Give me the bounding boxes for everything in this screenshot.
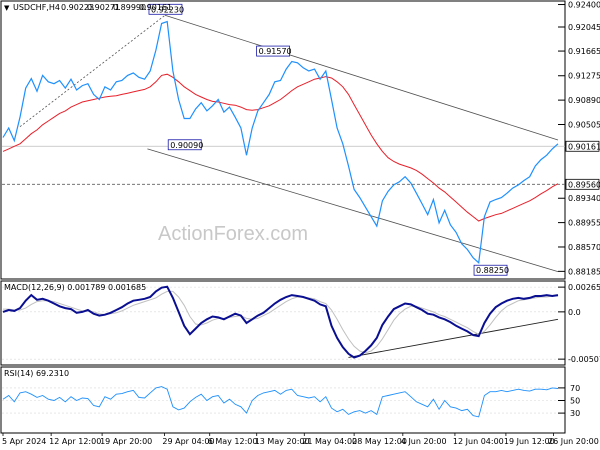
dotted-trendline-segment (19, 14, 166, 128)
x-axis-tick-label: 12 Apr 12:00 (49, 437, 101, 446)
rsi-line (2, 386, 559, 418)
price-y-tick-label: 0.90505 (568, 120, 600, 129)
macd-y-tick-label: 0.0 (568, 308, 581, 317)
macd-y-tick-label: 0.002657 (568, 283, 600, 292)
price-annotations: 0.92230 0.91570 0.90090 0.88250 (148, 3, 509, 276)
price-y-tick-label: 0.91275 (568, 72, 600, 81)
current-price-box (565, 140, 600, 152)
dropdown-arrow-icon[interactable]: ▼ (4, 4, 10, 12)
x-axis-tick-label: 12 Jun 04:00 (453, 437, 504, 446)
price-annotation-box (473, 264, 508, 276)
ohlc-low: 0.89990 (113, 3, 146, 12)
ohlc-close: 0.90161 (139, 3, 172, 12)
macd-y-axis: 0.002657 0.0 -0.005078 (558, 283, 600, 364)
price-annotation-label: 0.92230 (151, 5, 184, 14)
ohlc-open: 0.90223 (61, 3, 94, 12)
price-y-tick-label: 0.91665 (568, 47, 600, 56)
x-axis-tick-label: 5 Apr 2024 (2, 437, 46, 446)
support-price-box (565, 178, 600, 190)
rsi-series (2, 386, 559, 418)
macd-signal-line (3, 290, 558, 354)
price-y-tick-label: 0.88570 (568, 243, 600, 252)
rsi-y-tick-label: 50 (570, 397, 580, 406)
price-annotation-label: 0.91570 (259, 47, 292, 56)
price-series (2, 20, 559, 265)
price-line (2, 20, 559, 265)
price-y-axis: 0.92400 0.92045 0.91665 0.91275 0.90890 0.905… (558, 1, 600, 276)
chart-title: USDCHF,H4 (13, 3, 60, 12)
x-axis-tick-label: 6 May 12:00 (208, 437, 258, 446)
x-axis-tick-label: 21 May 04:00 (302, 437, 357, 446)
price-annotation-label: 0.90090 (170, 141, 203, 150)
macd-panel (0, 280, 566, 366)
price-annotation-box (167, 139, 202, 151)
macd-trendline (348, 318, 559, 358)
price-y-tick-label: 0.89560 (568, 180, 600, 189)
x-axis-tick-label: 28 May 12:00 (352, 437, 407, 446)
rsi-title: RSI(14) 69.2310 (4, 369, 69, 378)
x-axis-tick-label: 29 Apr 04:00 (162, 437, 214, 446)
price-y-tick-label: 0.90161 (568, 142, 600, 151)
price-y-tick-label: 0.92400 (568, 1, 600, 10)
channel-line (147, 148, 559, 273)
price-annotation-box (256, 45, 290, 57)
macd-y-tick-label: -0.005078 (568, 355, 600, 364)
rsi-y-axis: 70 50 30 (558, 384, 580, 418)
price-y-tick-label: 0.88185 (568, 267, 600, 276)
macd-trendline-segment (348, 318, 559, 358)
x-axis-tick-label: 13 May 20:00 (255, 437, 310, 446)
rsi-panel (0, 366, 566, 434)
chart-header: ▼ USDCHF,H4 0.90223 0.90271 0.89990 0.90… (4, 3, 172, 12)
x-axis-tick-label: 26 Jun 20:00 (548, 437, 599, 446)
x-axis-tick-label: 19 Jun 12:00 (504, 437, 555, 446)
x-axis-tick-label: 4 Jun 20:00 (401, 437, 447, 446)
ohlc-high: 0.90271 (87, 3, 120, 12)
channel-line (164, 14, 559, 141)
price-y-tick-label: 0.89340 (568, 194, 600, 203)
price-y-tick-label: 0.90890 (568, 96, 600, 105)
rsi-y-tick-label: 30 (570, 409, 580, 418)
macd-line (2, 285, 559, 359)
price-annotation-label: 0.88250 (476, 266, 509, 275)
price-annotation-box (148, 3, 183, 15)
moving-average-line (2, 73, 559, 222)
price-y-tick-label: 0.88955 (568, 219, 600, 228)
rsi-y-tick-label: 70 (570, 384, 580, 393)
rsi-grid (2, 387, 558, 414)
x-axis-tick-label: 19 Apr 20:00 (100, 437, 152, 446)
watermark: ActionForex.com (158, 223, 308, 245)
dotted-trendline (19, 14, 166, 128)
macd-title: MACD(12,26,9) 0.001789 0.001685 (4, 283, 146, 292)
price-y-tick-label: 0.92045 (568, 23, 600, 32)
macd-series (2, 285, 559, 359)
channel-lines (147, 14, 559, 273)
